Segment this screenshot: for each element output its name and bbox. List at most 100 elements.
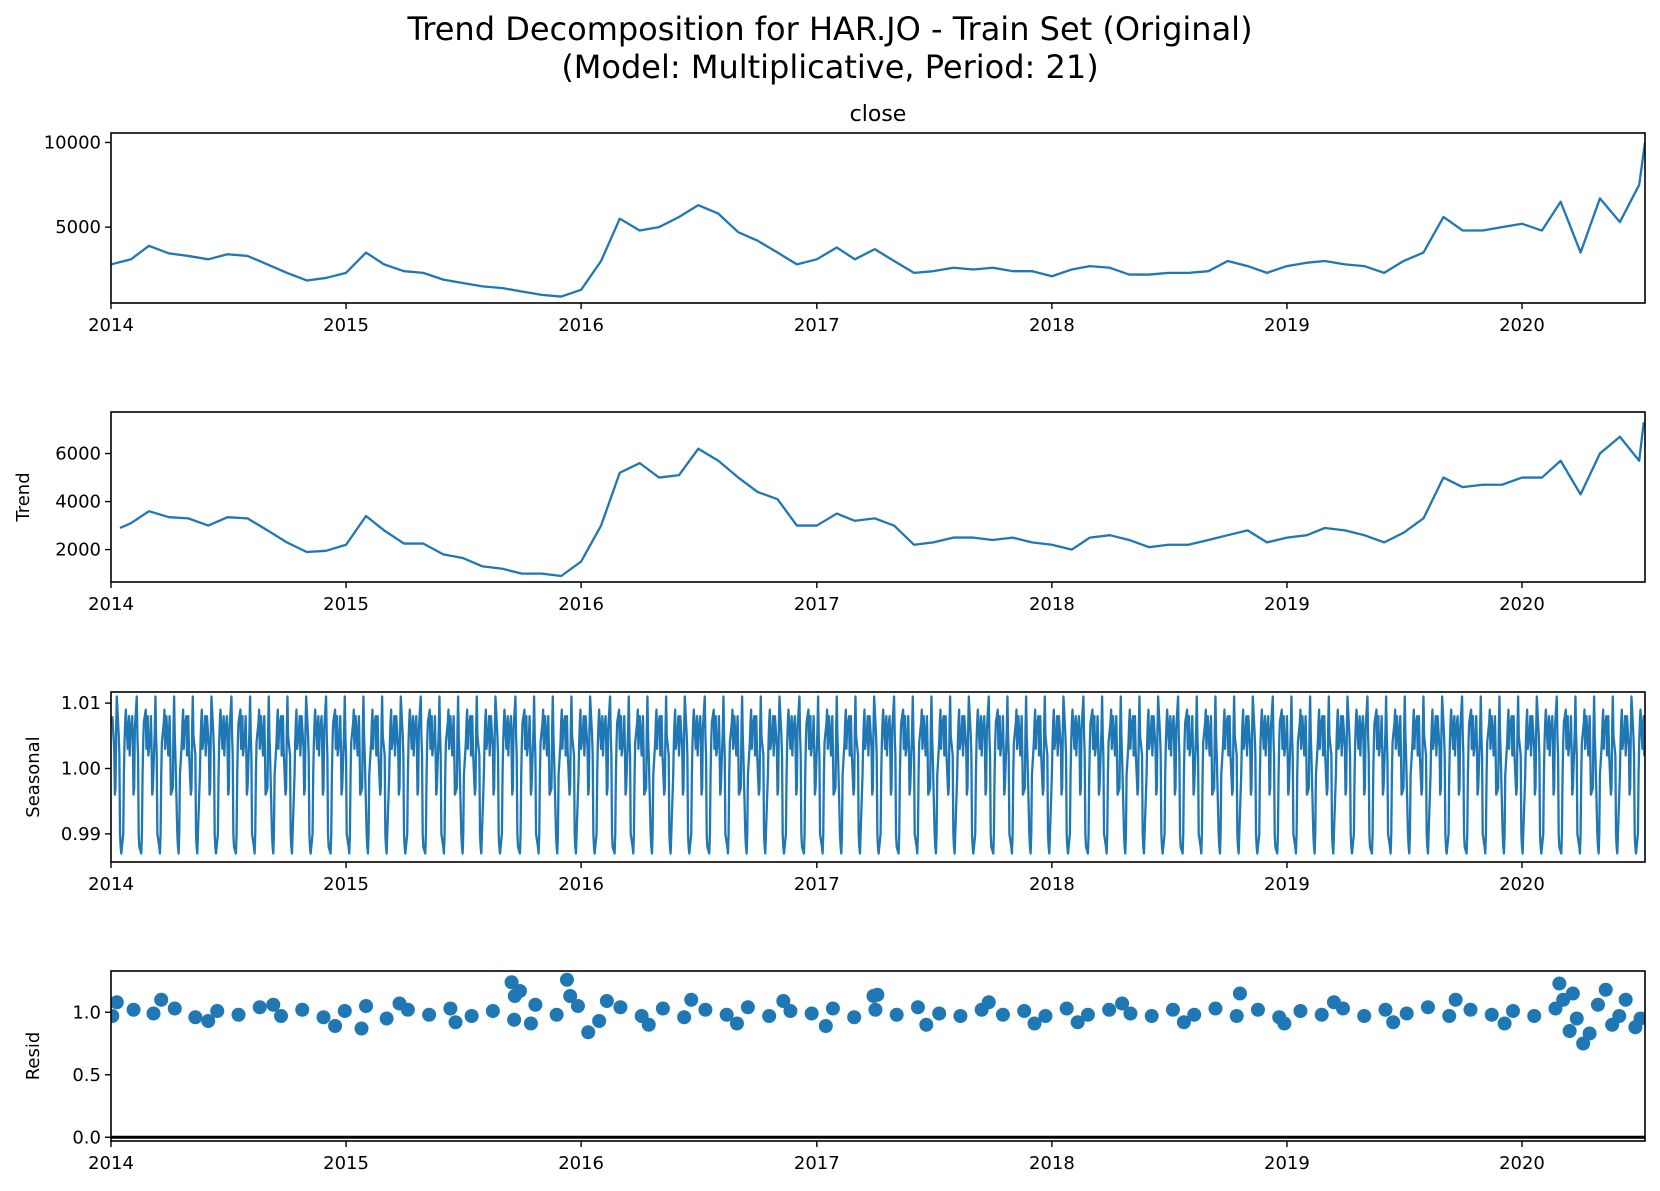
resid-point [443, 1001, 458, 1016]
axes-frame [110, 132, 1646, 304]
resid-point [1420, 1000, 1435, 1015]
resid-point [1277, 1016, 1292, 1031]
x-tick-label: 2015 [323, 315, 369, 336]
resid-point [1176, 1015, 1191, 1030]
resid-point [504, 975, 519, 990]
resid-point [448, 1015, 463, 1030]
resid-point [295, 1002, 310, 1017]
resid-point [613, 1000, 628, 1015]
resid-point [1399, 1006, 1414, 1021]
x-tick-label: 2018 [1029, 315, 1075, 336]
resid-point [889, 1007, 904, 1022]
x-tick-label: 2014 [88, 315, 134, 336]
resid-point [1618, 992, 1633, 1007]
x-tick-label: 2020 [1499, 1153, 1545, 1174]
resid-point [1038, 1009, 1053, 1023]
resid-point [274, 1009, 289, 1023]
resid-point [1590, 997, 1605, 1012]
resid-point [599, 994, 614, 1008]
resid-point [1357, 1009, 1372, 1023]
resid-point [995, 1007, 1010, 1022]
resid-point [1208, 1001, 1223, 1016]
x-tick-label: 2018 [1029, 874, 1075, 895]
resid-point [201, 1014, 216, 1028]
resid-point [981, 995, 996, 1010]
x-tick-label: 2020 [1499, 594, 1545, 615]
resid-point [563, 989, 578, 1003]
resid-point [698, 1002, 713, 1017]
resid-point [328, 1019, 343, 1033]
y-tick-label: 5000 [55, 217, 101, 238]
x-tick-label: 2015 [323, 874, 369, 895]
resid-point [740, 1000, 755, 1015]
resid-point [719, 1007, 734, 1022]
resid-point [919, 1017, 934, 1032]
axes-frame [110, 411, 1646, 583]
y-tick-label: 6000 [55, 444, 101, 465]
seasonal-panel: 2014 2015 2016 2017 2018 2019 2020 0.99 1.00 1.01… [23, 691, 1646, 895]
resid-point [485, 1004, 500, 1018]
close-panel: 2014 2015 2016 2017 2018 2019 2020 5000 10000 clo… [44, 102, 1646, 336]
resid-point [592, 1014, 607, 1028]
resid-point [1576, 1036, 1591, 1051]
y-tick-label: 10000 [44, 132, 101, 153]
x-tick-label: 2015 [323, 1153, 369, 1174]
resid-point [126, 1002, 141, 1017]
x-tick-label: 2018 [1029, 594, 1075, 615]
resid-point [1582, 1026, 1597, 1041]
resid-point [188, 1010, 203, 1025]
x-tick-label: 2019 [1264, 1153, 1310, 1174]
x-tick-label: 2019 [1264, 594, 1310, 615]
resid-point [1569, 1011, 1584, 1026]
y-axis-label: Seasonal [23, 736, 44, 817]
plot-area [111, 142, 1645, 298]
y-tick-label: 0.5 [72, 1065, 101, 1086]
resid-point [1250, 1002, 1265, 1017]
resid-point [1102, 1002, 1117, 1017]
resid-point [1505, 1004, 1520, 1018]
resid-point [570, 999, 585, 1013]
resid-point [1463, 1002, 1478, 1017]
resid-point [559, 972, 574, 987]
resid-point [684, 992, 699, 1007]
resid-point [655, 1001, 670, 1016]
resid-point [1314, 1007, 1329, 1022]
resid-point [549, 1007, 564, 1022]
resid-point [154, 992, 169, 1007]
figure-title-line-2: (Model: Multiplicative, Period: 21) [561, 48, 1098, 86]
trend-panel: 2014 2015 2016 2017 2018 2019 2020 2000 4000 6000… [13, 411, 1646, 615]
trend-series-line [119, 422, 1645, 578]
x-tick-label: 2014 [88, 1153, 134, 1174]
resid-point [210, 1004, 225, 1018]
resid-point [266, 997, 281, 1012]
resid-point [507, 1012, 522, 1027]
resid-point [167, 1001, 182, 1016]
resid-point [1605, 1017, 1620, 1032]
resid-point [1484, 1007, 1499, 1022]
resid-point [1080, 1007, 1095, 1022]
y-tick-label: 1.01 [61, 693, 101, 714]
axes-frame [110, 691, 1646, 863]
resid-point [1628, 1020, 1643, 1035]
resid-point [1144, 1009, 1159, 1023]
resid-point [392, 996, 407, 1011]
plot-area [111, 972, 1645, 1139]
x-tick-label: 2016 [558, 594, 604, 615]
resid-point [1165, 1002, 1180, 1017]
y-axis-label: Trend [13, 472, 34, 522]
resid-point [953, 1009, 968, 1023]
resid-point [1448, 992, 1463, 1007]
y-tick-label: 1.00 [61, 759, 101, 780]
resid-point [512, 984, 527, 998]
resid-point [581, 1025, 596, 1040]
x-tick-label: 2016 [558, 874, 604, 895]
resid-point [316, 1010, 331, 1025]
x-tick-label: 2020 [1499, 315, 1545, 336]
resid-point [354, 1021, 369, 1036]
x-tick-label: 2020 [1499, 874, 1545, 895]
x-tick-label: 2014 [88, 874, 134, 895]
resid-point [1017, 1004, 1032, 1018]
resid-point [870, 987, 885, 1002]
resid-point [1565, 986, 1580, 1001]
